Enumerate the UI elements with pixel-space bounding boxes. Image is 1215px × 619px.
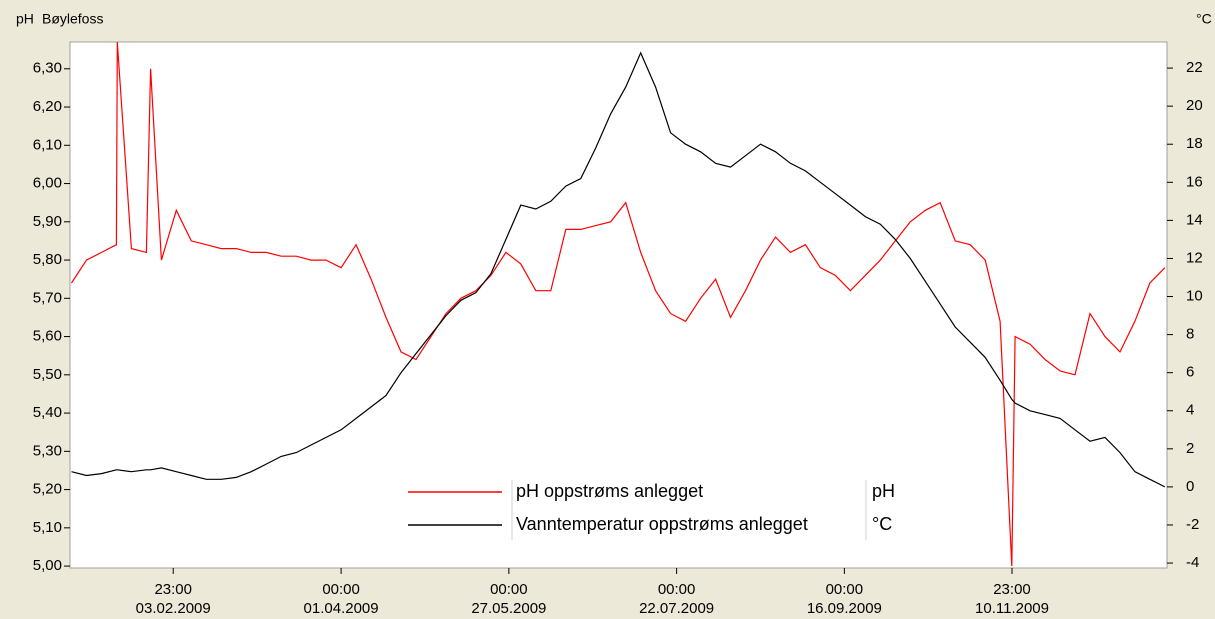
y2-tick-label: 6 <box>1186 364 1194 381</box>
y-tick-label: 5,90 <box>33 213 62 230</box>
x-tick-label: 00:00 22.07.2009 <box>639 581 715 617</box>
y2-tick-label: 16 <box>1186 173 1203 190</box>
y-tick-label: 5,40 <box>33 404 62 421</box>
y2-tick-label: 2 <box>1186 440 1194 457</box>
y2-tick-label: 0 <box>1186 478 1194 495</box>
x-tick-label: 00:00 27.05.2009 <box>471 581 547 617</box>
y-tick-label: 6,00 <box>33 175 62 192</box>
y2-tick-label: 10 <box>1186 287 1203 304</box>
legend-unit: °C <box>872 514 892 534</box>
y2-axis-label: °C <box>1196 11 1212 27</box>
y2-tick-label: 20 <box>1186 97 1203 114</box>
y-tick-label: 5,80 <box>33 251 62 268</box>
y2-tick-label: -2 <box>1186 516 1199 533</box>
series-line <box>71 51 1166 488</box>
y-tick-label: 5,70 <box>33 289 62 306</box>
y2-tick-label: 14 <box>1186 211 1203 228</box>
y-tick-label: 5,20 <box>33 481 62 498</box>
x-tick-label: 00:00 16.09.2009 <box>806 581 882 617</box>
legend-box <box>405 478 915 542</box>
x-tick-label: 23:00 03.02.2009 <box>135 581 211 617</box>
y2-tick-label: 22 <box>1186 59 1203 76</box>
y2-tick-label: 4 <box>1186 402 1194 419</box>
y-tick-label: 5,00 <box>33 557 62 574</box>
y-axis-label: pH <box>16 11 34 27</box>
x-tick-label: 23:00 10.11.2009 <box>975 581 1049 617</box>
legend-unit: pH <box>872 481 895 501</box>
y-tick-label: 5,10 <box>33 519 62 536</box>
y2-tick-label: 8 <box>1186 326 1194 343</box>
legend-label: Vanntemperatur oppstrøms anlegget <box>516 514 808 534</box>
y-tick-label: 6,30 <box>33 60 62 77</box>
legend: pH oppstrøms anlegget pH Vanntemperatur op… <box>405 478 915 542</box>
y-tick-label: 5,50 <box>33 366 62 383</box>
y2-tick-label: 18 <box>1186 135 1203 152</box>
x-tick-label: 00:00 01.04.2009 <box>303 581 379 617</box>
y-tick-label: 6,20 <box>33 98 62 115</box>
series-line <box>70 41 1166 567</box>
y-tick-label: 6,10 <box>33 136 62 153</box>
y2-tick-label: -4 <box>1186 554 1199 571</box>
legend-label: pH oppstrøms anlegget <box>516 481 703 501</box>
y-tick-label: 5,30 <box>33 442 62 459</box>
y2-tick-label: 12 <box>1186 249 1203 266</box>
chart-title: Bøylefoss <box>42 11 103 27</box>
y-tick-label: 5,60 <box>33 328 62 345</box>
